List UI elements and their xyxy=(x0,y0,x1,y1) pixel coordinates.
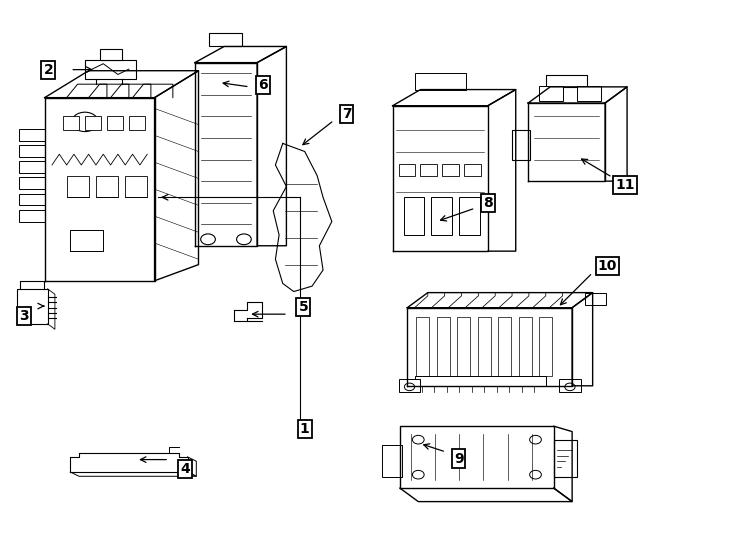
Bar xyxy=(19,145,45,157)
Bar xyxy=(459,197,480,235)
Bar xyxy=(85,117,101,130)
Text: 6: 6 xyxy=(258,78,268,92)
Circle shape xyxy=(413,470,424,479)
Bar xyxy=(539,86,562,102)
Text: 11: 11 xyxy=(615,178,635,192)
Text: 8: 8 xyxy=(483,195,493,210)
Bar xyxy=(399,379,421,392)
Bar xyxy=(415,376,547,386)
Circle shape xyxy=(530,435,542,444)
Bar xyxy=(96,176,118,197)
Bar xyxy=(437,317,450,376)
Circle shape xyxy=(530,470,542,479)
Bar xyxy=(19,177,45,189)
Text: 4: 4 xyxy=(181,462,190,476)
Circle shape xyxy=(236,234,251,245)
Bar xyxy=(539,317,553,376)
Text: 3: 3 xyxy=(19,309,29,323)
Bar xyxy=(512,130,531,160)
Bar xyxy=(63,117,79,130)
Bar xyxy=(85,60,137,79)
Bar xyxy=(577,86,600,102)
Bar xyxy=(382,445,402,477)
Bar xyxy=(498,317,512,376)
Bar xyxy=(465,164,481,176)
Bar xyxy=(547,75,586,87)
Bar xyxy=(399,164,415,176)
Bar xyxy=(415,73,466,90)
Bar xyxy=(519,317,532,376)
Text: 9: 9 xyxy=(454,451,463,465)
Circle shape xyxy=(72,112,98,132)
Bar xyxy=(19,129,45,141)
Text: 7: 7 xyxy=(341,107,352,121)
Bar xyxy=(107,117,123,130)
Circle shape xyxy=(413,435,424,444)
Bar xyxy=(457,317,470,376)
Circle shape xyxy=(404,383,415,390)
Bar xyxy=(19,161,45,173)
Bar xyxy=(585,293,606,305)
Circle shape xyxy=(200,234,215,245)
Text: 10: 10 xyxy=(597,259,617,273)
Text: 1: 1 xyxy=(300,422,310,436)
Bar xyxy=(19,193,45,205)
Bar xyxy=(443,164,459,176)
Bar xyxy=(126,176,148,197)
Circle shape xyxy=(564,383,575,390)
Bar xyxy=(432,197,452,235)
Text: 5: 5 xyxy=(299,300,308,314)
Text: 2: 2 xyxy=(43,63,53,77)
Bar xyxy=(17,289,48,324)
Bar xyxy=(67,176,89,197)
Bar xyxy=(554,440,577,477)
Bar xyxy=(559,379,581,392)
Bar xyxy=(416,317,429,376)
Bar xyxy=(478,317,491,376)
Bar xyxy=(209,33,242,46)
Bar xyxy=(19,210,45,221)
Bar xyxy=(421,164,437,176)
Bar xyxy=(404,197,424,235)
Bar xyxy=(100,49,122,60)
Bar xyxy=(129,117,145,130)
